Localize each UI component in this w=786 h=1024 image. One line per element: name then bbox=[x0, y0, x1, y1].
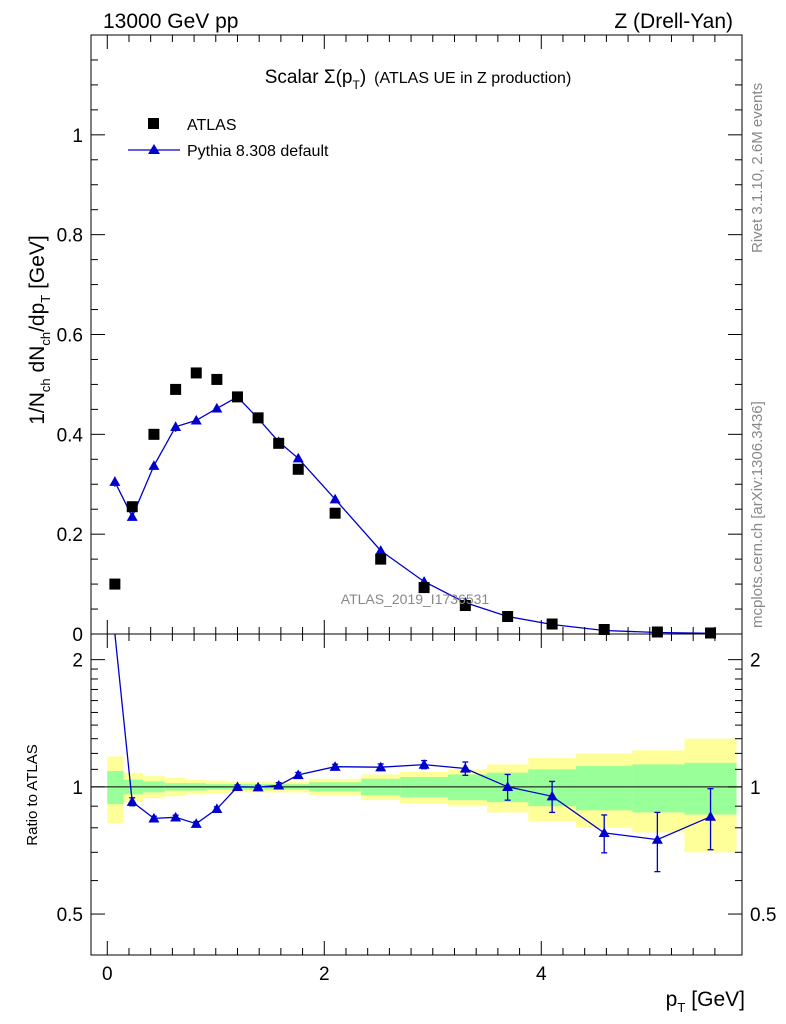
ratio-x-axis: 0 2 4 bbox=[102, 634, 716, 985]
ratio-y-axis: 0.5 0.5 1 1 2 2 bbox=[57, 651, 777, 926]
main-y-tick-label: 0.8 bbox=[57, 226, 83, 247]
main-y-tick-label: 0.6 bbox=[57, 326, 83, 347]
atlas-point bbox=[126, 501, 138, 513]
atlas-point bbox=[546, 618, 558, 630]
atlas-point bbox=[252, 412, 264, 424]
ratio-point bbox=[502, 781, 514, 791]
x-axis-label: pT [GeV] bbox=[666, 988, 745, 1015]
ratio-point bbox=[705, 811, 717, 821]
main-y-label: 1/Nch dNch/dpT [GeV] bbox=[26, 235, 53, 425]
pythia-point bbox=[148, 460, 160, 470]
ratio-y-tick-label-left: 2 bbox=[72, 651, 83, 672]
pythia-point bbox=[329, 493, 341, 504]
pythia-point bbox=[126, 511, 138, 521]
x-tick-label: 0 bbox=[102, 964, 113, 985]
ratio-point bbox=[598, 827, 610, 838]
atlas-point bbox=[459, 600, 471, 612]
pythia-point bbox=[190, 414, 202, 425]
ratio-plot-layer bbox=[91, 633, 742, 873]
watermark: ATLAS_2019_I1736531 bbox=[341, 591, 490, 607]
ratio-panel: 0.5 0.5 1 1 2 2 0 2 4 Ratio to ATLAS pT [GeV] bbox=[24, 633, 777, 1015]
ratio-frame bbox=[90, 633, 743, 956]
ratio-point bbox=[292, 769, 304, 780]
ratio-y-tick-label-left: 0.5 bbox=[57, 905, 83, 926]
ratio-y-tick-label-right: 1 bbox=[750, 778, 761, 799]
ratio-y-tick-label-left: 1 bbox=[72, 778, 83, 799]
atlas-point bbox=[598, 624, 610, 636]
ratio-point bbox=[231, 781, 243, 791]
ratio-inner-band bbox=[632, 764, 685, 813]
mcplots-label: mcplots.cern.ch [arXiv:1306.3436] bbox=[749, 401, 766, 628]
rivet-label: Rivet 3.1.10, 2.6M events bbox=[749, 83, 766, 253]
legend-label-atlas: ATLAS bbox=[187, 117, 237, 134]
atlas-point bbox=[375, 553, 387, 565]
pythia-point bbox=[211, 402, 223, 413]
ratio-point bbox=[170, 811, 182, 822]
main-title: Scalar Σ(pT) (ATLAS UE in Z production) bbox=[265, 67, 572, 92]
header-left: 13000 GeV pp bbox=[103, 10, 238, 33]
header-right: Z (Drell-Yan) bbox=[614, 10, 733, 33]
main-y-tick-label: 0.4 bbox=[57, 425, 84, 446]
main-y-axis: 0 0.2 0.4 0.6 0.8 1 bbox=[57, 35, 742, 646]
atlas-point bbox=[170, 383, 182, 395]
pythia-point bbox=[109, 476, 121, 486]
atlas-point bbox=[329, 507, 341, 519]
atlas-point bbox=[190, 367, 202, 379]
atlas-point bbox=[418, 582, 430, 594]
ratio-point bbox=[459, 763, 471, 773]
pythia-point bbox=[375, 545, 387, 555]
atlas-point bbox=[705, 627, 717, 639]
ratio-y-tick-label-right: 2 bbox=[750, 651, 761, 672]
main-y-tick-label: 0.2 bbox=[57, 525, 83, 546]
ratio-inner-band bbox=[107, 771, 124, 805]
ratio-point bbox=[375, 761, 387, 772]
legend-marker-pythia bbox=[148, 144, 160, 154]
legend-marker-atlas bbox=[148, 118, 159, 129]
ratio-point bbox=[273, 779, 285, 790]
ratio-y-label: Ratio to ATLAS bbox=[24, 744, 41, 845]
main-y-tick-label: 1 bbox=[72, 126, 83, 147]
atlas-point bbox=[292, 463, 304, 475]
x-tick-label: 4 bbox=[536, 964, 547, 985]
atlas-point bbox=[273, 437, 285, 449]
legend-label-pythia: Pythia 8.308 default bbox=[187, 143, 329, 160]
pythia-point bbox=[292, 452, 304, 463]
ratio-point bbox=[546, 790, 558, 801]
atlas-point bbox=[109, 578, 121, 590]
ratio-y-tick-label-right: 0.5 bbox=[750, 905, 776, 926]
atlas-point bbox=[651, 626, 663, 638]
ratio-point bbox=[651, 834, 663, 844]
legend: ATLAS Pythia 8.308 default bbox=[128, 117, 329, 160]
ratio-point bbox=[418, 759, 430, 769]
atlas-point bbox=[231, 391, 243, 403]
atlas-point bbox=[502, 611, 514, 623]
x-tick-label: 2 bbox=[319, 964, 330, 985]
atlas-point bbox=[148, 428, 160, 440]
ratio-inner-band bbox=[575, 766, 633, 811]
ratio-point bbox=[190, 818, 202, 828]
atlas-point bbox=[211, 373, 223, 385]
ratio-point bbox=[211, 803, 223, 813]
pythia-point bbox=[170, 421, 182, 431]
main-plot-layer bbox=[109, 367, 717, 639]
ratio-point bbox=[148, 812, 160, 823]
ratio-point bbox=[329, 761, 341, 771]
main-panel: 0 0.2 0.4 0.6 0.8 1 Scalar Σ(pT) (ATLAS UE in … bbox=[26, 34, 743, 646]
ratio-point bbox=[252, 781, 264, 792]
main-y-tick-label: 0 bbox=[72, 625, 83, 646]
ratio-point bbox=[126, 796, 138, 806]
